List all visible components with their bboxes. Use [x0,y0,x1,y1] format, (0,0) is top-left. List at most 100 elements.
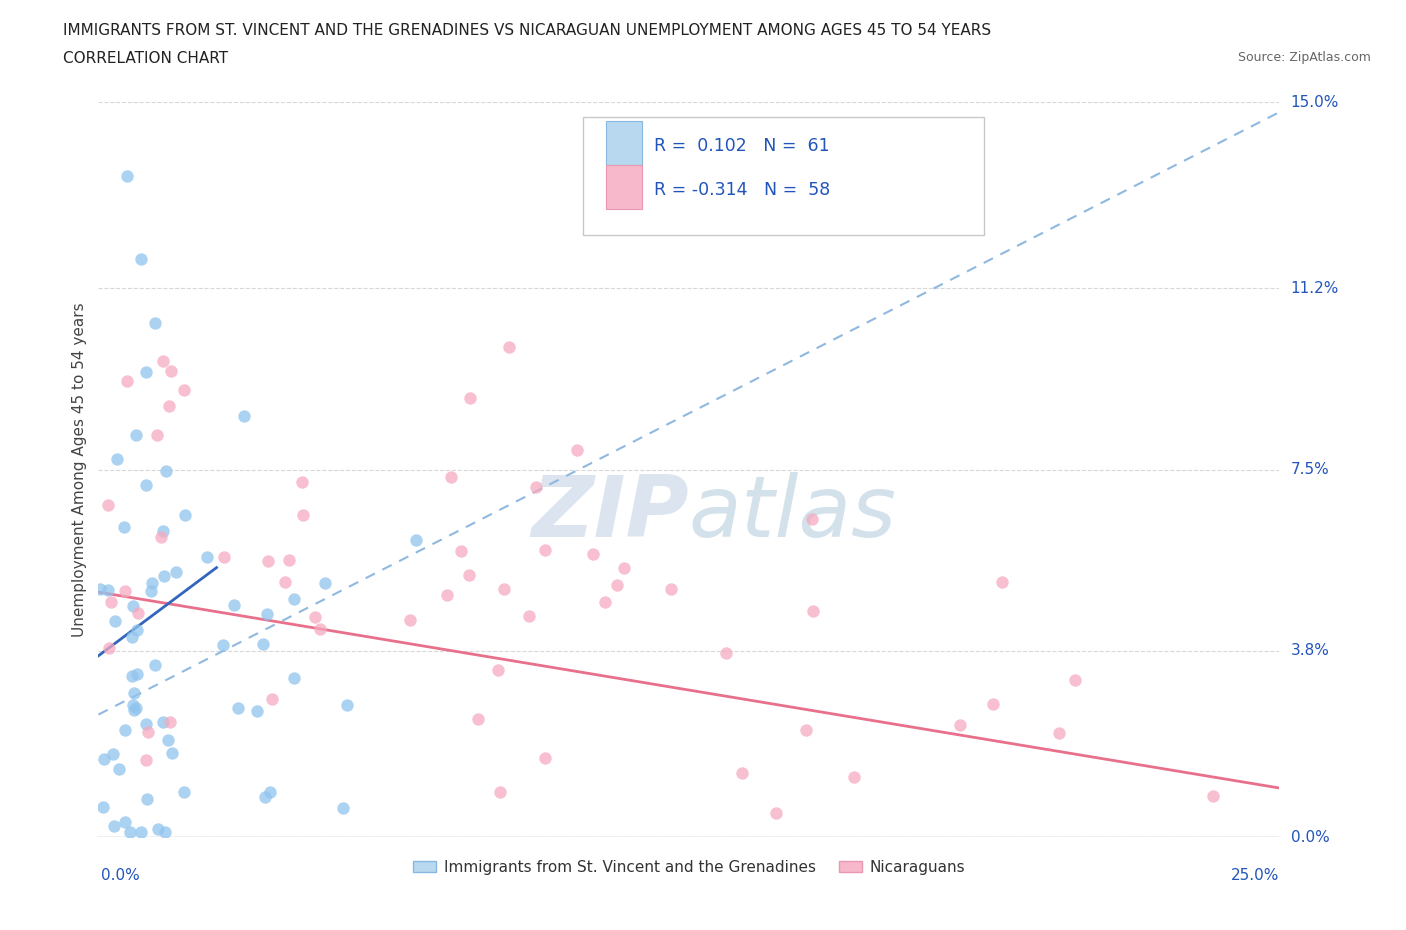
Point [283,671,305,685]
Point [257,553,280,568]
Point [983,697,1005,711]
Point [112,519,135,534]
Point [606,578,628,592]
Point [121,669,143,684]
Point [224,598,246,613]
Point [143,315,166,330]
Point [765,805,787,820]
Point [794,723,817,737]
Point [122,703,145,718]
Text: 11.2%: 11.2% [1291,281,1339,296]
Point [146,822,169,837]
Point [731,765,754,780]
Point [157,733,180,748]
Point [440,470,463,485]
Point [1047,726,1070,741]
Point [195,550,218,565]
Point [166,565,188,579]
Point [534,542,557,557]
Text: Source: ZipAtlas.com: Source: ZipAtlas.com [1237,51,1371,64]
Point [135,791,157,806]
Point [153,568,176,583]
Text: 15.0%: 15.0% [1291,95,1339,110]
Point [211,638,233,653]
Point [124,700,146,715]
Point [457,568,479,583]
Point [108,761,131,776]
Point [149,530,172,545]
Point [139,583,162,598]
Point [283,591,305,606]
Point [212,550,235,565]
Point [524,480,547,495]
Text: IMMIGRANTS FROM ST. VINCENT AND THE GRENADINES VS NICARAGUAN UNEMPLOYMENT AMONG : IMMIGRANTS FROM ST. VINCENT AND THE GREN… [63,23,991,38]
Point [114,723,136,737]
FancyBboxPatch shape [606,165,641,209]
Point [100,594,122,609]
Point [613,561,636,576]
Text: ZIP: ZIP [531,472,689,555]
Point [803,604,825,618]
Point [291,508,314,523]
Point [114,814,136,829]
Point [153,825,176,840]
Point [160,746,183,761]
Point [115,374,138,389]
Point [89,581,111,596]
Point [517,609,540,624]
Point [152,524,174,538]
Point [659,581,682,596]
Text: R = -0.314   N =  58: R = -0.314 N = 58 [654,181,830,199]
Point [304,609,326,624]
Point [114,583,136,598]
Point [98,641,121,656]
Point [135,716,157,731]
Point [152,353,174,368]
Point [291,474,314,489]
Point [991,575,1014,590]
Point [259,785,281,800]
Point [278,552,301,567]
Point [842,769,865,784]
Point [97,583,120,598]
Point [103,818,125,833]
Point [121,698,143,712]
Point [332,800,354,815]
Point [129,252,152,267]
Point [122,685,145,700]
Point [467,711,489,726]
Point [232,408,254,423]
Point [309,621,332,636]
Point [246,704,269,719]
Text: CORRELATION CHART: CORRELATION CHART [63,51,228,66]
Point [93,751,115,766]
Point [274,575,297,590]
Point [97,498,120,512]
Point [252,637,274,652]
Point [436,587,458,602]
Point [159,715,181,730]
Point [488,785,510,800]
Point [405,533,427,548]
Point [127,623,149,638]
Point [1063,673,1085,688]
Point [450,544,472,559]
Point [336,698,359,712]
Point [534,751,557,765]
Point [565,443,588,458]
FancyBboxPatch shape [582,117,984,234]
Text: 3.8%: 3.8% [1291,644,1330,658]
Point [800,512,823,527]
Point [228,700,250,715]
Point [152,714,174,729]
Point [159,364,181,379]
Y-axis label: Unemployment Among Ages 45 to 54 years: Unemployment Among Ages 45 to 54 years [72,302,87,637]
Point [174,508,197,523]
Point [135,477,157,492]
Point [120,825,142,840]
Text: R =  0.102   N =  61: R = 0.102 N = 61 [654,138,830,155]
Point [949,718,972,733]
Text: 0.0%: 0.0% [1291,830,1329,844]
Point [145,658,167,672]
Point [155,463,177,478]
